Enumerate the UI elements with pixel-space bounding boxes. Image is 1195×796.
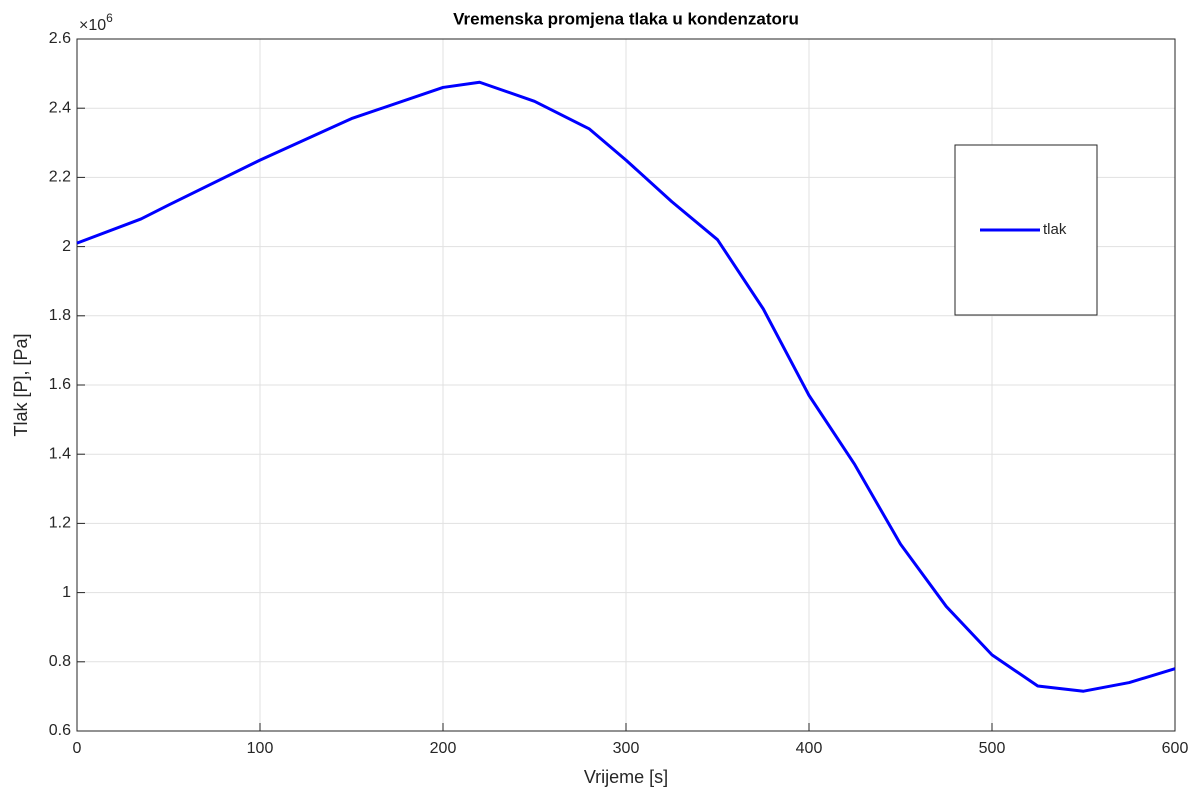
x-tick-label: 0: [73, 740, 82, 757]
legend-label: tlak: [1043, 221, 1067, 238]
x-tick-label: 500: [979, 740, 1006, 757]
y-tick-label: 0.8: [49, 653, 71, 670]
axes-box: [76, 38, 1176, 732]
y-tick-label: 2.2: [49, 169, 71, 186]
y-tick-label: 2.4: [49, 99, 71, 116]
multiplier-base: ×10: [79, 17, 106, 34]
x-tick-label: 200: [430, 740, 457, 757]
data-line: [76, 80, 1176, 693]
x-tick-label: 300: [613, 740, 640, 757]
y-tick-label: 1: [62, 584, 71, 601]
y-tick-label: 0.6: [49, 722, 71, 739]
x-tick-label: 100: [247, 740, 274, 757]
y-tick-label: 1.6: [49, 376, 71, 393]
x-tick-label: 400: [796, 740, 823, 757]
x-axis-label: Vrijeme [s]: [584, 767, 668, 787]
y-multiplier: ×106: [79, 11, 113, 34]
y-axis-label: Tlak [P], [Pa]: [11, 333, 31, 436]
chart-title: Vremenska promjena tlaka u kondenzatoru: [453, 9, 799, 28]
y-tick-label: 2: [62, 238, 71, 255]
multiplier-exponent: 6: [106, 11, 113, 25]
y-tick-label: 2.6: [49, 30, 71, 47]
y-tick-label: 1.2: [49, 515, 71, 532]
y-tick-label: 1.4: [49, 445, 71, 462]
y-tick-label: 1.8: [49, 307, 71, 324]
x-tick-label: 600: [1162, 740, 1189, 757]
